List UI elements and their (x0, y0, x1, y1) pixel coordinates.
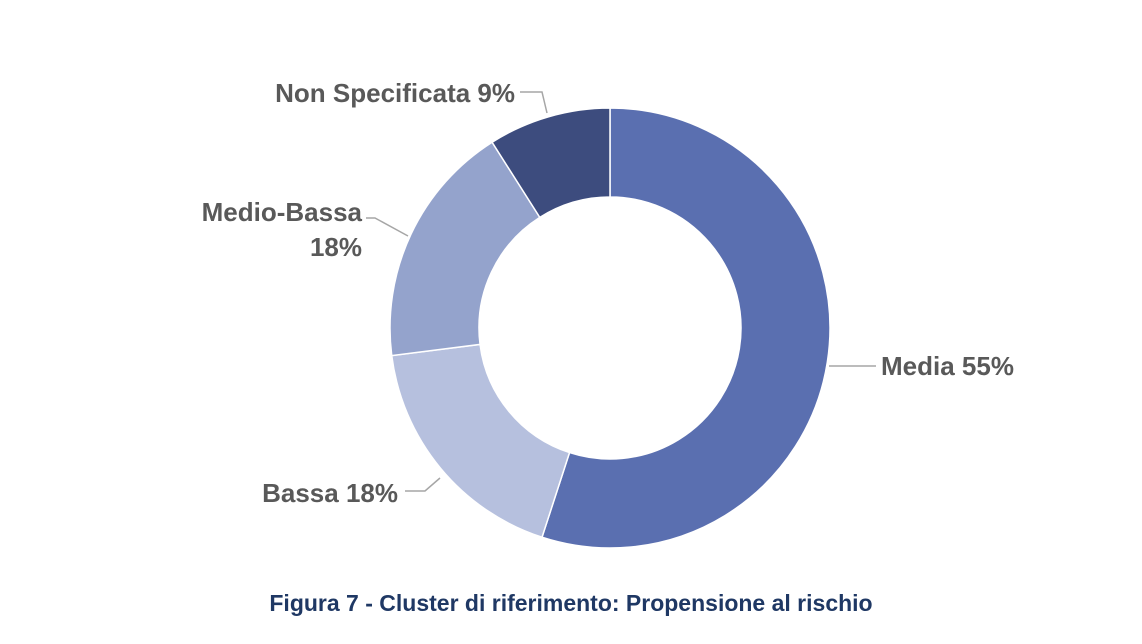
data-label-medio-bassa-line-2: 18% (310, 232, 362, 262)
leader-line-non-specificata (520, 91, 548, 114)
slice-media (541, 107, 831, 549)
slice-medio-bassa (389, 141, 541, 357)
data-label-bassa: Bassa 18% (262, 478, 398, 508)
data-label-non-specificata: Non Specificata 9% (275, 78, 515, 108)
leader-line-bassa (405, 477, 441, 492)
data-label-media: Media 55% (881, 351, 1014, 381)
leader-line-medio-bassa (366, 217, 409, 237)
donut-chart-svg: Media 55% Bassa 18% Medio-Bassa 18% Non Spec… (202, 78, 1014, 549)
slice-non-specificata (491, 107, 611, 219)
donut-chart: Media 55% Bassa 18% Medio-Bassa 18% Non Spec… (202, 78, 1014, 549)
data-label-medio-bassa-line-1: Medio-Bassa (202, 197, 363, 227)
figure-caption: Figura 7 - Cluster di riferimento: Prope… (269, 590, 873, 616)
slice-bassa (390, 343, 571, 539)
